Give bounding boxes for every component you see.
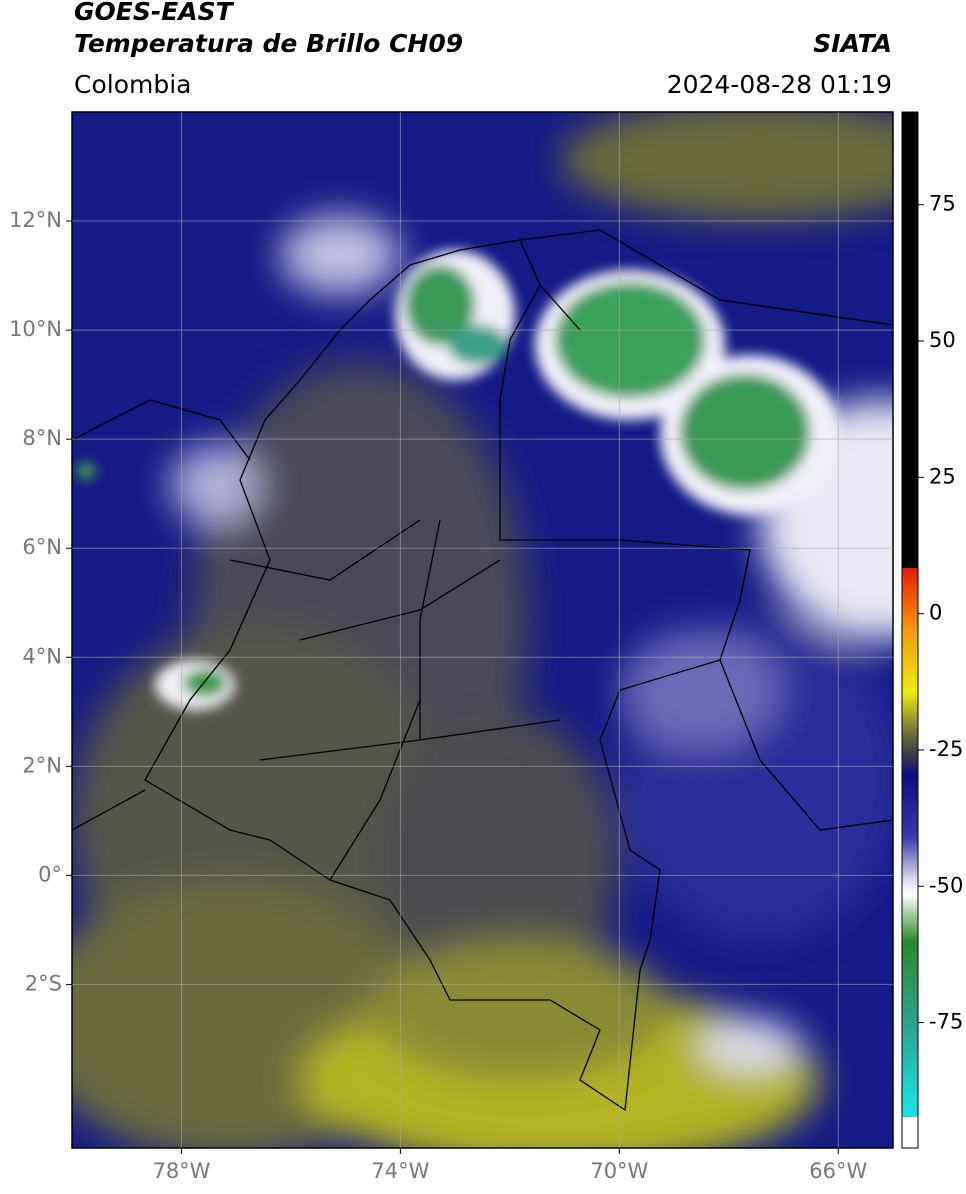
colorbar-tick-label: -25: [929, 737, 963, 761]
y-tick-label: 8°N: [22, 426, 62, 450]
y-tick-label: 2°N: [22, 753, 62, 777]
x-tick-label: 78°W: [152, 1159, 210, 1183]
map-frame: [71, 111, 894, 1149]
y-tick-label: 4°N: [22, 644, 62, 668]
x-tick-label: 74°W: [371, 1159, 429, 1183]
x-tick-label: 66°W: [809, 1159, 867, 1183]
y-tick-label: 2°S: [25, 971, 62, 995]
region: Colombia: [74, 70, 191, 99]
colorbar-tick-label: 50: [929, 328, 956, 352]
colorbar-tick-label: -75: [929, 1010, 963, 1034]
source: SIATA: [813, 29, 892, 58]
colorbar-tick-label: 25: [929, 464, 956, 488]
x-tick-label: 70°W: [590, 1159, 648, 1183]
colorbar-tick-label: 0: [929, 601, 942, 625]
y-tick-label: 10°N: [9, 317, 62, 341]
y-tick-label: 0°: [38, 862, 62, 886]
datetime: 2024-08-28 01:19: [667, 70, 892, 99]
title: GOES-EAST: [74, 0, 235, 26]
colorbar-tick-label: 75: [929, 192, 956, 216]
colorbar-tick-label: -50: [929, 873, 963, 897]
subtitle: Temperatura de Brillo CH09: [74, 29, 463, 58]
y-tick-label: 12°N: [9, 208, 62, 232]
satellite-image: [72, 112, 893, 1148]
colorbar: [901, 111, 919, 1149]
y-tick-label: 6°N: [22, 535, 62, 559]
